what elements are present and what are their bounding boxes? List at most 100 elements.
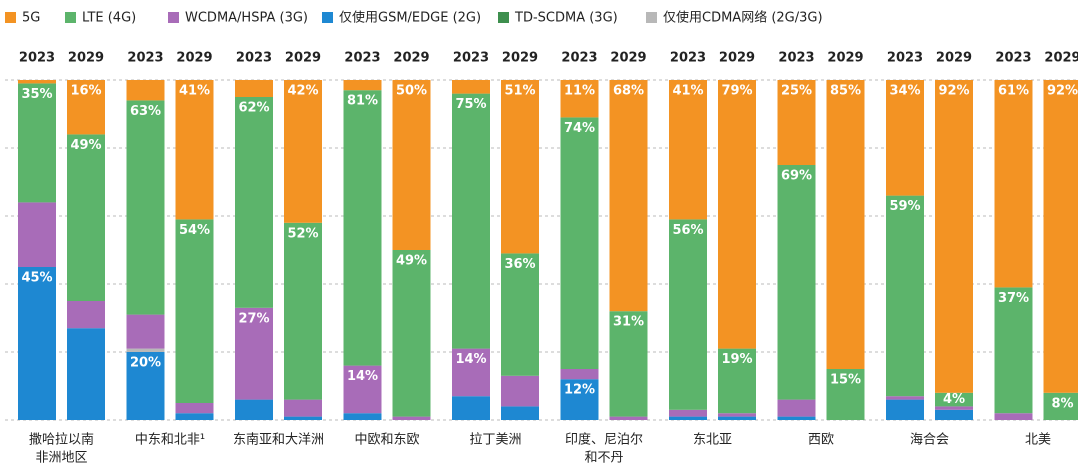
data-label: 52% xyxy=(287,226,318,241)
bar-segment xyxy=(284,80,322,223)
bar-segment xyxy=(18,267,56,420)
data-label: 16% xyxy=(70,84,101,99)
data-label: 14% xyxy=(347,369,378,384)
legend-label: 5G xyxy=(22,11,40,26)
year-label: 2023 xyxy=(344,51,380,66)
bar-segment xyxy=(452,396,490,420)
year-label: 2029 xyxy=(827,51,863,66)
bar-segment xyxy=(343,365,382,414)
legend-label: 仅使用GSM/EDGE (2G) xyxy=(339,10,481,26)
data-label: 19% xyxy=(721,352,752,367)
legend-swatch xyxy=(322,12,333,23)
group-label: 非洲地区 xyxy=(35,451,87,466)
bar-segment xyxy=(126,352,165,420)
bar-segment xyxy=(886,399,924,420)
bar-segment xyxy=(235,80,273,97)
bar-segment xyxy=(994,80,1033,288)
year-label: 2023 xyxy=(19,51,55,66)
year-label: 2023 xyxy=(995,51,1031,66)
year-label: 2023 xyxy=(561,51,597,66)
bar-segment xyxy=(718,348,756,414)
data-label: 20% xyxy=(130,356,161,371)
data-label: 63% xyxy=(130,104,161,119)
bar-segment xyxy=(935,392,973,407)
data-label: 56% xyxy=(672,223,703,238)
bar-segment xyxy=(935,409,973,420)
legend-label: 仅使用CDMA网络 (2G/3G) xyxy=(663,10,823,26)
legend-label: WCDMA/HSPA (3G) xyxy=(185,11,308,26)
group-label: 东北亚 xyxy=(693,433,732,448)
bar-segment xyxy=(501,80,539,254)
data-label: 31% xyxy=(613,315,644,330)
bar-segment xyxy=(994,287,1033,414)
bar-segment xyxy=(343,80,382,91)
bar-segment xyxy=(343,413,382,420)
data-label: 81% xyxy=(347,94,378,109)
data-label: 51% xyxy=(504,84,535,99)
year-label: 2029 xyxy=(393,51,429,66)
group-label: 和不丹 xyxy=(584,451,623,466)
bar-segment xyxy=(609,416,648,420)
bar-segment xyxy=(284,222,322,400)
bar-segment xyxy=(718,413,756,417)
bar-segment xyxy=(126,100,165,315)
bar-segment xyxy=(669,80,707,220)
bar-segment xyxy=(18,80,56,84)
year-label: 2029 xyxy=(68,51,104,66)
data-label: 35% xyxy=(21,87,52,102)
year-label: 2023 xyxy=(887,51,923,66)
bar-segment xyxy=(560,369,599,380)
bar-segment xyxy=(1043,80,1078,393)
bar-segment xyxy=(1043,392,1078,420)
data-label: 92% xyxy=(938,84,969,99)
year-label: 2029 xyxy=(502,51,538,66)
data-label: 69% xyxy=(781,169,812,184)
bar-segment xyxy=(886,396,924,400)
year-label: 2029 xyxy=(610,51,646,66)
bar-segment xyxy=(235,399,273,420)
bar-segment xyxy=(994,413,1033,420)
data-label: 41% xyxy=(179,84,210,99)
bar-segment xyxy=(175,403,214,414)
data-label: 25% xyxy=(781,84,812,99)
data-label: 11% xyxy=(564,84,595,99)
year-label: 2023 xyxy=(453,51,489,66)
year-label: 2029 xyxy=(719,51,755,66)
data-label: 15% xyxy=(830,373,861,388)
bar-segment xyxy=(777,80,816,165)
bar-segment xyxy=(609,311,648,417)
year-label: 2023 xyxy=(127,51,163,66)
bar-segment xyxy=(560,117,599,370)
bar-segment xyxy=(284,416,322,420)
bar-segment xyxy=(126,348,165,352)
bar-segment xyxy=(452,348,490,397)
data-label: 62% xyxy=(238,101,269,116)
bar-segment xyxy=(501,375,539,407)
bar-segment xyxy=(175,80,214,220)
bar-segment xyxy=(126,314,165,349)
bar-segment xyxy=(67,80,105,135)
legend-swatch xyxy=(5,12,16,23)
bar-segment xyxy=(826,369,865,420)
data-label: 27% xyxy=(238,311,269,326)
year-label: 2029 xyxy=(936,51,972,66)
bar-segment xyxy=(886,80,924,196)
bar-segment xyxy=(777,165,816,400)
bar-segment xyxy=(343,90,382,366)
bar-segment xyxy=(718,416,756,420)
data-label: 45% xyxy=(21,271,52,286)
data-label: 12% xyxy=(564,383,595,398)
bar-segment xyxy=(392,250,431,417)
bar-segment xyxy=(67,134,105,301)
legend-swatch xyxy=(498,12,509,23)
group-label: 中欧和东欧 xyxy=(354,433,419,448)
data-label: 79% xyxy=(721,84,752,99)
legend-label: LTE (4G) xyxy=(82,11,136,26)
bar-segment xyxy=(452,93,490,349)
year-label: 2023 xyxy=(778,51,814,66)
bar-segment xyxy=(235,307,273,400)
bar-segment xyxy=(126,80,165,101)
group-label: 中东和北非¹ xyxy=(135,433,205,448)
bar-segment xyxy=(886,195,924,397)
group-label: 海合会 xyxy=(910,433,949,448)
